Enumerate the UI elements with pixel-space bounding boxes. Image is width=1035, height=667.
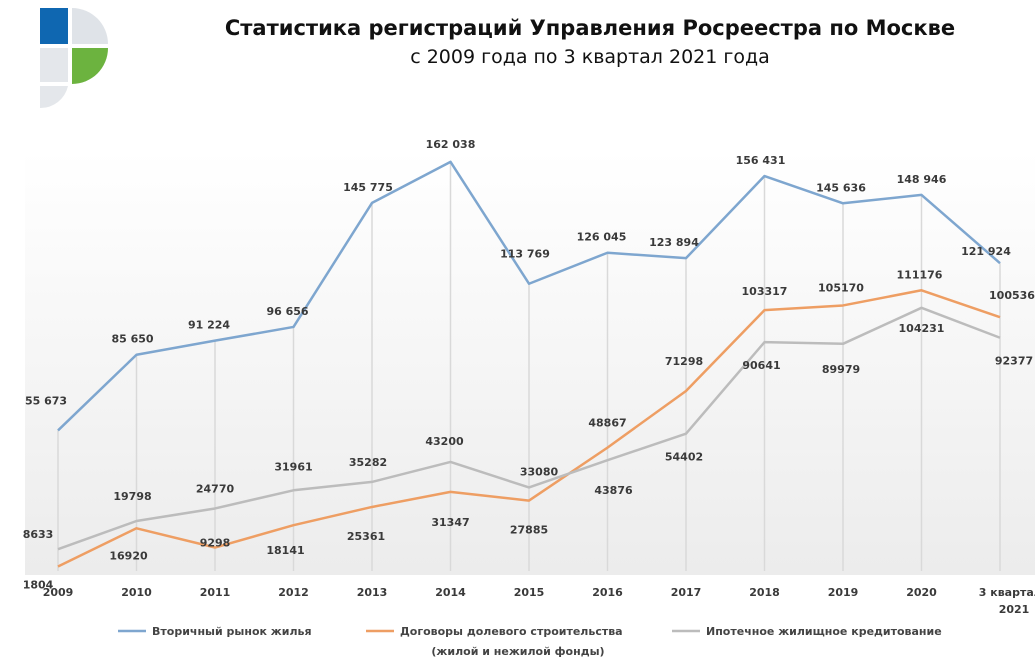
- legend-label: Договоры долевого строительства: [400, 625, 623, 638]
- x-tick-label: 2010: [121, 586, 152, 599]
- legend-label-line2: (жилой и нежилой фонды): [431, 645, 604, 658]
- data-label: 48867: [588, 417, 626, 430]
- data-label: 90641: [742, 359, 780, 372]
- legend-label: Ипотечное жилищное кредитование: [706, 625, 942, 638]
- data-label: 71298: [665, 355, 703, 368]
- data-label: 25361: [347, 530, 385, 543]
- data-label: 100536: [989, 289, 1035, 302]
- data-label: 92377: [995, 355, 1033, 368]
- data-label: 85 650: [111, 333, 153, 346]
- data-label: 33080: [520, 465, 559, 478]
- data-label: 24770: [196, 482, 235, 495]
- x-tick-label: 2013: [357, 586, 388, 599]
- data-label: 35282: [349, 456, 387, 469]
- x-tick-label: 2015: [514, 586, 545, 599]
- x-tick-label: 3 квартала: [979, 586, 1035, 599]
- rosreestr-logo: [40, 8, 108, 109]
- data-label: 1804: [23, 578, 54, 591]
- data-label: 105170: [818, 281, 864, 294]
- data-label: 31961: [274, 460, 312, 473]
- legend-label: Вторичный рынок жилья: [152, 625, 312, 638]
- data-label: 9298: [200, 537, 231, 550]
- x-tick-label: 2019: [828, 586, 859, 599]
- data-label: 16920: [109, 549, 148, 562]
- x-tick-label: 2014: [435, 586, 466, 599]
- data-label: 148 946: [897, 173, 947, 186]
- data-label: 31347: [431, 516, 469, 529]
- x-tick-label: 2012: [278, 586, 309, 599]
- x-tick-label: 2018: [749, 586, 780, 599]
- data-label: 123 894: [649, 236, 699, 249]
- data-label: 18141: [266, 544, 304, 557]
- x-tick-label: 2009: [43, 586, 74, 599]
- data-label: 111176: [897, 268, 943, 281]
- data-label: 43876: [594, 484, 633, 497]
- x-tick-label: 2011: [200, 586, 231, 599]
- data-label: 91 224: [188, 319, 230, 332]
- x-tick-label: 2020: [906, 586, 937, 599]
- data-label: 126 045: [577, 231, 627, 244]
- data-label: 104231: [899, 322, 945, 335]
- data-label: 89979: [822, 363, 860, 376]
- data-label: 156 431: [736, 154, 786, 167]
- data-label: 103317: [742, 285, 788, 298]
- legend-item-1: Вторичный рынок жилья: [118, 625, 312, 638]
- chart-title: Статистика регистраций Управления Росрее…: [224, 16, 956, 40]
- x-tick-label: 2021: [999, 603, 1030, 616]
- data-label: 145 775: [343, 181, 393, 194]
- x-tick-label: 2016: [592, 586, 623, 599]
- x-tick-label: 2017: [671, 586, 702, 599]
- data-label: 19798: [113, 490, 151, 503]
- data-label: 121 924: [961, 245, 1011, 258]
- data-label: 162 038: [426, 138, 476, 151]
- data-label: 145 636: [816, 181, 866, 194]
- series-line-2: [57, 289, 1001, 568]
- data-label: 96 656: [266, 305, 308, 318]
- data-label: 43200: [425, 435, 464, 448]
- data-label: 54402: [665, 451, 703, 464]
- legend-item-3: Ипотечное жилищное кредитование: [672, 625, 942, 638]
- chart-subtitle: с 2009 года по 3 квартал 2021 года: [410, 46, 770, 68]
- data-label: 113 769: [500, 248, 550, 261]
- plot-background: [25, 150, 1035, 575]
- data-label: 27885: [510, 524, 548, 537]
- data-label: 55 673: [25, 394, 67, 407]
- legend-item-2: Договоры долевого строительства (жилой и …: [366, 625, 623, 658]
- series-line-1: [57, 160, 1001, 432]
- data-label: 8633: [23, 528, 54, 541]
- series-line-3: [57, 306, 1001, 551]
